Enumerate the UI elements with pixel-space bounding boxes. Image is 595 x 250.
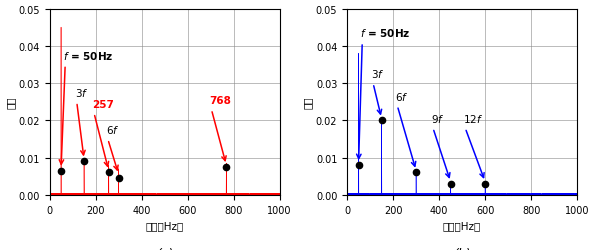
Text: $12f$: $12f$ [464,112,483,124]
Text: $f$ = 50Hz: $f$ = 50Hz [361,27,411,39]
Text: $6f$: $6f$ [106,124,120,136]
Text: $9f$: $9f$ [431,112,444,124]
X-axis label: 频率（Hz）: 频率（Hz） [443,220,481,230]
Y-axis label: 幅値: 幅値 [303,96,313,108]
Text: (a): (a) [156,247,173,250]
Text: 257: 257 [92,100,114,110]
Text: $f$ = 50Hz: $f$ = 50Hz [63,50,114,62]
Text: $3f$: $3f$ [75,86,89,99]
Text: (b): (b) [453,247,471,250]
Text: 768: 768 [209,96,231,106]
Text: $3f$: $3f$ [371,68,385,80]
Y-axis label: 幅値: 幅値 [5,96,15,108]
X-axis label: 频率（Hz）: 频率（Hz） [146,220,184,230]
Text: $6f$: $6f$ [396,90,409,102]
